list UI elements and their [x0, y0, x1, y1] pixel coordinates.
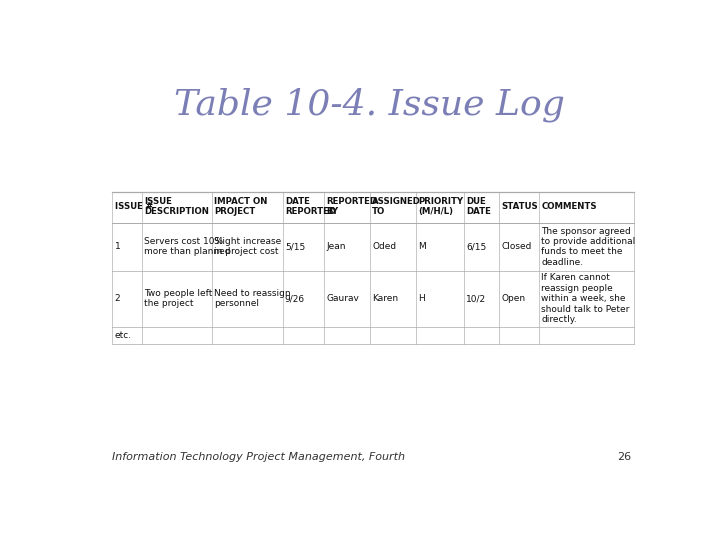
Text: 6/15: 6/15 [466, 242, 486, 251]
Text: H: H [418, 294, 425, 303]
Text: REPORTED
BY: REPORTED BY [326, 197, 377, 216]
Text: Jean: Jean [326, 242, 346, 251]
Text: COMMENTS: COMMENTS [541, 202, 597, 211]
Text: Closed: Closed [502, 242, 532, 251]
Text: Gaurav: Gaurav [326, 294, 359, 303]
Text: Two people left
the project: Two people left the project [144, 289, 212, 308]
Text: Oded: Oded [372, 242, 397, 251]
Text: 1: 1 [114, 242, 120, 251]
Text: Slight increase
in project cost: Slight increase in project cost [215, 237, 282, 256]
Text: Servers cost 10%
more than planned: Servers cost 10% more than planned [144, 237, 230, 256]
Text: The sponsor agreed
to provide additional
funds to meet the
deadline.: The sponsor agreed to provide additional… [541, 227, 636, 267]
Text: Karen: Karen [372, 294, 398, 303]
Text: 5/15: 5/15 [285, 242, 305, 251]
Text: If Karen cannot
reassign people
within a week, she
should talk to Peter
directly: If Karen cannot reassign people within a… [541, 273, 630, 324]
Text: Need to reassign
personnel: Need to reassign personnel [215, 289, 291, 308]
Text: 10/2: 10/2 [466, 294, 486, 303]
Text: 9/26: 9/26 [285, 294, 305, 303]
Text: M: M [418, 242, 426, 251]
Text: DATE
REPORTED: DATE REPORTED [285, 197, 336, 216]
Text: ISSUE
DESCRIPTION: ISSUE DESCRIPTION [144, 197, 209, 216]
Text: DUE
DATE: DUE DATE [466, 197, 491, 216]
Text: ISSUE #: ISSUE # [114, 202, 153, 211]
Text: IMPACT ON
PROJECT: IMPACT ON PROJECT [215, 197, 268, 216]
Text: Open: Open [502, 294, 526, 303]
Text: 26: 26 [617, 452, 631, 462]
Text: PRIORITY
(M/H/L): PRIORITY (M/H/L) [418, 197, 464, 216]
Text: Table 10-4. Issue Log: Table 10-4. Issue Log [174, 87, 564, 122]
Text: etc.: etc. [114, 331, 132, 340]
Text: STATUS: STATUS [502, 202, 539, 211]
Text: ASSIGNED
TO: ASSIGNED TO [372, 197, 421, 216]
Text: 2: 2 [114, 294, 120, 303]
Text: Information Technology Project Management, Fourth: Information Technology Project Managemen… [112, 452, 405, 462]
